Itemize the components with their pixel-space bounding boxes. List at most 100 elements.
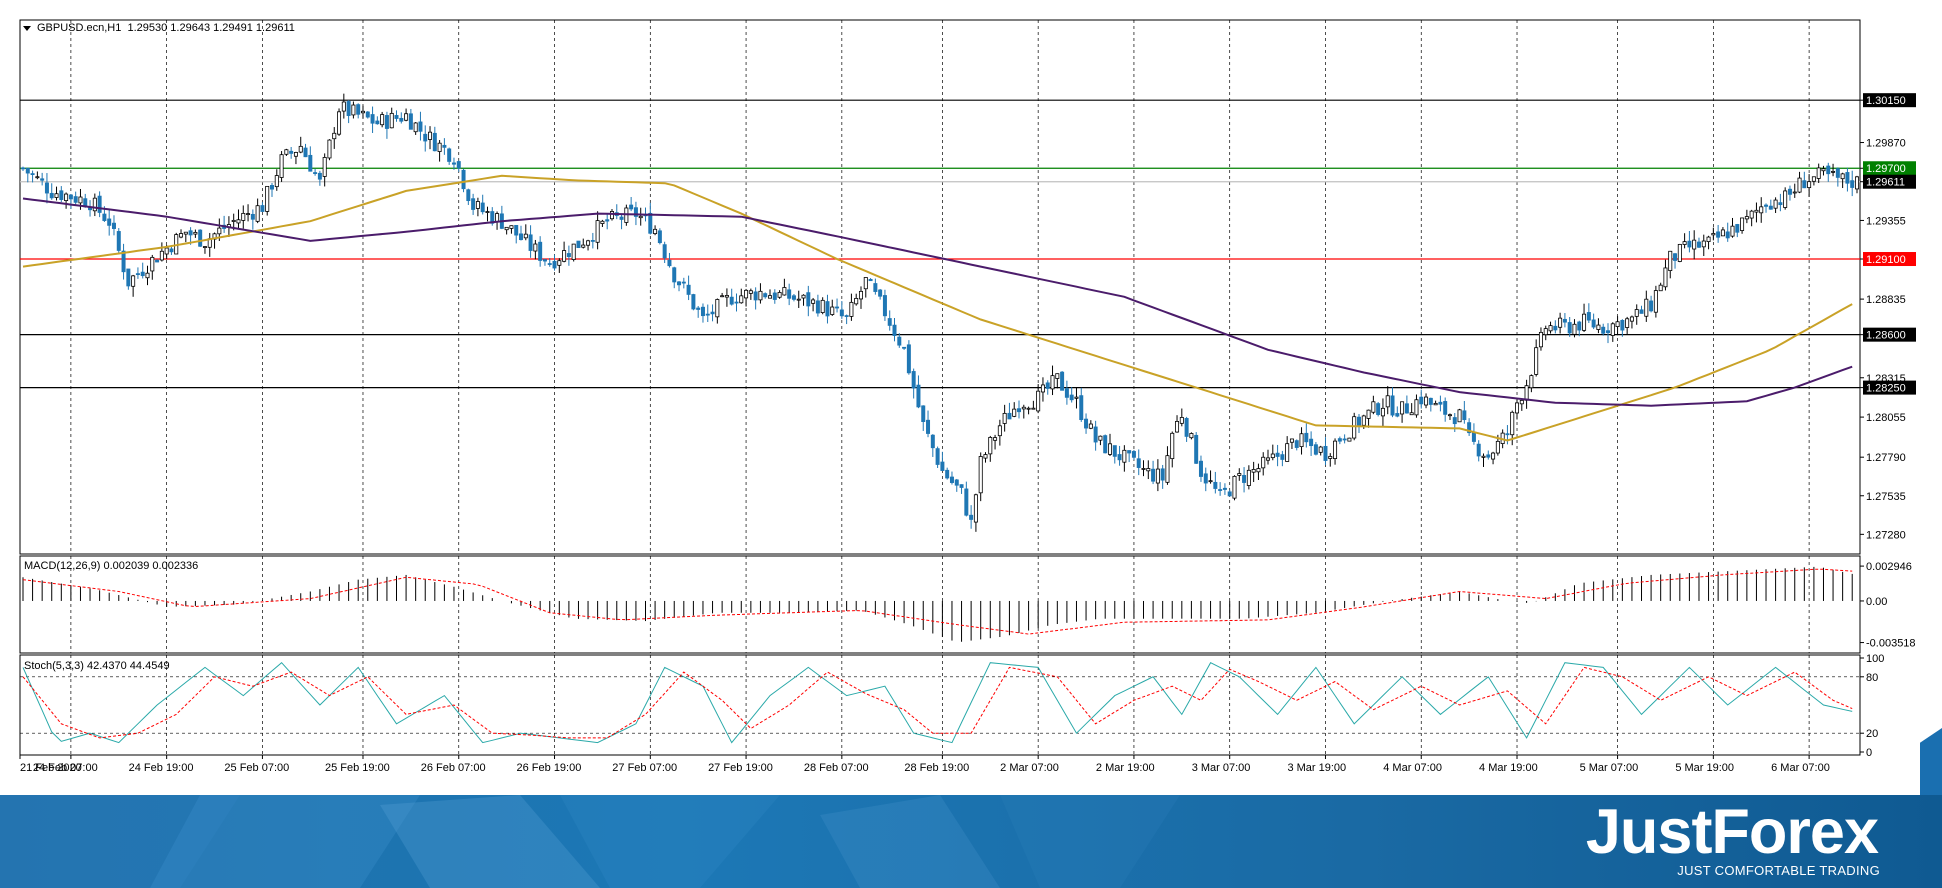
candle-body — [1821, 168, 1826, 172]
candle-body — [1811, 176, 1816, 182]
time-tick-label: 3 Mar 07:00 — [1192, 762, 1251, 774]
candle-body — [1170, 432, 1175, 460]
time-tick-label: 4 Mar 07:00 — [1383, 762, 1442, 774]
candle-body — [485, 211, 490, 213]
candle-body — [1725, 231, 1730, 239]
candle-body — [633, 207, 638, 217]
candle-body — [250, 213, 255, 220]
candle-body — [1246, 469, 1251, 486]
candle-body — [40, 178, 45, 181]
candle-body — [1208, 480, 1213, 483]
candle-body — [945, 469, 950, 479]
candles — [20, 93, 1860, 532]
candle-body — [1285, 443, 1290, 462]
candle-body — [1730, 225, 1735, 237]
candle-body — [1577, 321, 1582, 331]
stoch-title: Stoch(5,3,3) 42.4370 44.4549 — [24, 660, 170, 672]
candle-body — [1266, 457, 1271, 461]
stoch-lines — [22, 662, 1853, 744]
candle-body — [461, 169, 466, 190]
candle-body — [389, 112, 394, 129]
candle-body — [399, 117, 404, 122]
candle-body — [35, 176, 40, 179]
candle-body — [514, 224, 519, 236]
macd-axis: 0.002946 0.00 -0.003518 — [1860, 561, 1916, 650]
candle-body — [1543, 328, 1548, 336]
candle-body — [552, 260, 557, 269]
candle-body — [973, 494, 978, 523]
candle-body — [475, 201, 480, 209]
stoch-tick-label: 0 — [1866, 747, 1872, 759]
candle-body — [135, 273, 140, 276]
candle-body — [1457, 409, 1462, 423]
candle-body — [758, 290, 763, 301]
candle-body — [1749, 210, 1754, 219]
candle-body — [337, 111, 342, 135]
candle-body — [1141, 468, 1146, 470]
candle-body — [107, 218, 112, 226]
candle-body — [590, 240, 595, 242]
candle-body — [1175, 421, 1180, 433]
candle-body — [1783, 190, 1788, 208]
candle-body — [30, 173, 35, 176]
candle-body — [78, 196, 83, 204]
candle-body — [145, 272, 150, 279]
candle-body — [892, 324, 897, 336]
candle-body — [1816, 167, 1821, 179]
trading-chart: 1.30150 1.29870 1.29700 1.29611 1.29355 1.291… — [19, 19, 1916, 774]
candle-body — [1562, 318, 1567, 323]
price-label-box — [1863, 93, 1916, 108]
candle-body — [1548, 325, 1553, 332]
macd-signal-path — [22, 568, 1853, 635]
candle-body — [1136, 458, 1141, 468]
candle-body — [1084, 418, 1089, 429]
candle-body — [1131, 451, 1136, 458]
candle-body — [1529, 375, 1534, 389]
candle-body — [1112, 445, 1117, 457]
price-label-box — [1863, 161, 1916, 176]
candle-body — [887, 318, 892, 326]
candle-body — [68, 194, 73, 200]
candle-body — [428, 131, 433, 140]
candle-body — [480, 202, 485, 213]
candle-body — [1107, 443, 1112, 455]
brand-tagline: JUST COMFORTABLE TRADING — [1677, 863, 1880, 878]
candle-body — [1639, 309, 1644, 314]
candle-body — [753, 291, 758, 301]
candle-body — [1007, 412, 1012, 420]
candle-body — [1759, 206, 1764, 214]
candle-body — [1491, 452, 1496, 460]
price-tick-label: 1.28835 — [1866, 294, 1906, 306]
candle-body — [839, 309, 844, 317]
candle-body — [1328, 455, 1333, 459]
menu-triangle-icon[interactable] — [23, 26, 31, 31]
candle-body — [1165, 455, 1170, 483]
candle-body — [954, 479, 959, 486]
candle-body — [471, 198, 476, 210]
price-tick-label: 1.30150 — [1866, 95, 1906, 107]
candle-body — [1519, 400, 1524, 405]
candle-body — [1069, 394, 1074, 401]
candle-body — [609, 211, 614, 220]
candle-body — [1538, 331, 1543, 348]
macd-pane: 0.002946 0.00 -0.003518 MACD(12,26,9) 0.00… — [19, 555, 1916, 654]
candle-body — [1203, 473, 1208, 484]
candle-body — [1371, 401, 1376, 413]
candle-body — [739, 295, 744, 304]
stoch-grid — [70, 655, 1810, 755]
candle-body — [863, 277, 868, 290]
candle-body — [1744, 216, 1749, 220]
candle-body — [1481, 455, 1486, 458]
candle-body — [1443, 401, 1448, 415]
candle-body — [1438, 401, 1443, 405]
candle-body — [844, 315, 849, 317]
candle-body — [1601, 326, 1606, 334]
time-tick-label: 26 Feb 19:00 — [517, 762, 582, 774]
candle-body — [49, 192, 54, 199]
candle-body — [858, 290, 863, 300]
candle-body — [1040, 384, 1045, 393]
candle-body — [1098, 435, 1103, 441]
macd-grid — [70, 556, 1810, 653]
candle-body — [978, 456, 983, 494]
candle-body — [1658, 284, 1663, 292]
